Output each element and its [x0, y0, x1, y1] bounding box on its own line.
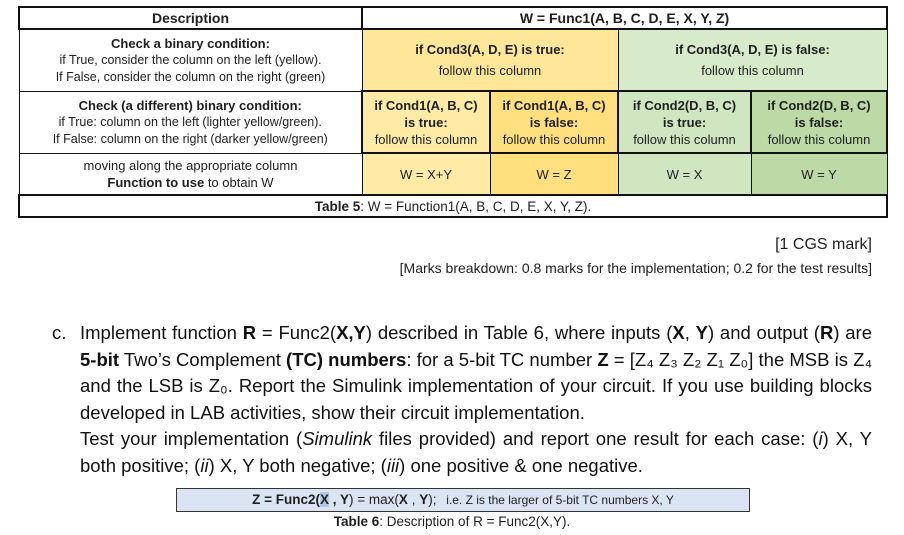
row1-description: Check a binary condition: if True, consi… — [18, 28, 363, 92]
table-5-caption: Table 5: W = Function1(A, B, C, D, E, X,… — [17, 194, 889, 218]
w-value-3: W = X — [617, 152, 752, 196]
cond3-true-title: if Cond3(A, D, E) is true: — [415, 42, 565, 57]
part-c-paragraph: c. Implement function R = Func2(X,Y) des… — [52, 322, 873, 476]
table-5: Description W = Func1(A, B, C, D, E, X, … — [17, 6, 889, 218]
row3-desc-line1: moving along the appropriate column — [83, 157, 298, 173]
row2-desc-line2: If False: column on the right (darker ye… — [52, 131, 328, 146]
row2-desc-title: Check (a different) binary condition: — [78, 97, 302, 113]
marks-total: [1 CGS mark] — [775, 236, 872, 253]
w-value-1: W = X+Y — [361, 152, 491, 196]
table-6-caption: Table 6: Description of R = Func2(X,Y). — [333, 514, 571, 529]
w-value-2: W = Z — [489, 152, 619, 196]
cond2-false-cell: if Cond2(D, B, C) is false: follow this … — [749, 90, 889, 154]
row1-desc-line2: If False, consider the column on the rig… — [55, 69, 326, 84]
marks-breakdown: [Marks breakdown: 0.8 marks for the impl… — [399, 260, 872, 276]
cond3-true-sub: follow this column — [438, 63, 542, 78]
w-value-4: W = Y — [750, 152, 888, 196]
row1-desc-title: Check a binary condition: — [111, 35, 270, 51]
cond3-false-sub: follow this column — [701, 63, 804, 78]
cond3-false-cell: if Cond3(A, D, E) is false: follow this … — [617, 28, 888, 92]
row1-desc-line1: if True, consider the column on the left… — [59, 52, 322, 67]
cond3-false-title: if Cond3(A, D, E) is false: — [675, 42, 830, 57]
cond2-true-cell: if Cond2(D, B, C) is true: follow this c… — [617, 90, 752, 154]
table-6-equation: Z = Func2(X , Y) = max(X , Y); i.e. Z is… — [176, 488, 750, 512]
row2-desc-line1: if True: column on the left (lighter yel… — [58, 114, 322, 129]
row3-description: moving along the appropriate column Func… — [18, 152, 363, 196]
cond3-true-cell: if Cond3(A, D, E) is true: follow this c… — [361, 28, 619, 92]
cond1-true-cell: if Cond1(A, B, C) is true: follow this c… — [361, 90, 491, 154]
header-w: W = Func1(A, B, C, D, E, X, Y, Z) — [360, 6, 889, 30]
row2-description: Check (a different) binary condition: if… — [18, 90, 363, 154]
part-c-label: c. — [52, 322, 67, 343]
header-description: Description — [18, 6, 363, 30]
row3-desc-line2: Function to use to obtain W — [107, 174, 274, 190]
cond1-false-cell: if Cond1(A, B, C) is false: follow this … — [489, 90, 619, 154]
